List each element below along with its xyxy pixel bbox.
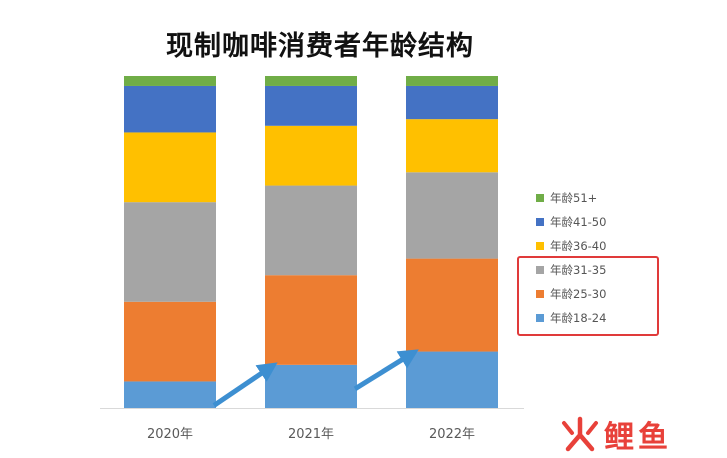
legend-item: 年龄36-40 [536,234,666,258]
legend-swatch [536,242,544,250]
legend-swatch [536,266,544,274]
legend: 年龄51+ 年龄41-50 年龄36-40 年龄31-35 年龄25-30 年龄18-24 [536,186,666,330]
bar-segment [265,76,357,86]
bar-segment [124,132,216,203]
bar-segment [124,85,216,133]
legend-label: 年龄18-24 [550,311,607,325]
bar-segment [406,172,498,259]
bar-segment [124,381,216,408]
x-tick-label: 2020年 [147,427,193,442]
bar-segment [406,76,498,86]
legend-swatch [536,218,544,226]
legend-item: 年龄25-30 [536,282,666,306]
highlight-box [517,256,659,336]
bar-segment [406,119,498,173]
legend-label: 年龄31-35 [550,263,607,277]
legend-item: 年龄41-50 [536,210,666,234]
x-tick-label: 2022年 [429,427,475,442]
chart-title: 现制咖啡消费者年龄结构 [166,31,474,62]
trend-arrow [212,362,278,408]
watermark-logo: 鲤鱼 [560,412,672,456]
legend-label: 年龄25-30 [550,287,607,301]
bar-segment [406,85,498,120]
bar-segment [265,85,357,126]
bar-segment [124,76,216,86]
bar-segment [265,125,357,186]
bar-segment [406,351,498,408]
legend-swatch [536,290,544,298]
legend-label: 年龄41-50 [550,215,607,229]
legend-label: 年龄36-40 [550,239,607,253]
bar-segment [124,301,216,382]
legend-item: 年龄31-35 [536,258,666,282]
bar-segment [265,185,357,276]
fire-icon [562,416,598,452]
legend-label: 年龄51+ [550,191,598,205]
logo-text: 鲤鱼 [604,420,672,455]
legend-item: 年龄18-24 [536,306,666,330]
x-tick-label: 2021年 [288,427,334,442]
bar-segment [124,202,216,302]
bar-segment [265,275,357,365]
bar-segment [406,258,498,352]
legend-swatch [536,314,544,322]
trend-arrow [353,349,419,391]
legend-swatch [536,194,544,202]
legend-item: 年龄51+ [536,186,666,210]
bar-segment [265,364,357,408]
